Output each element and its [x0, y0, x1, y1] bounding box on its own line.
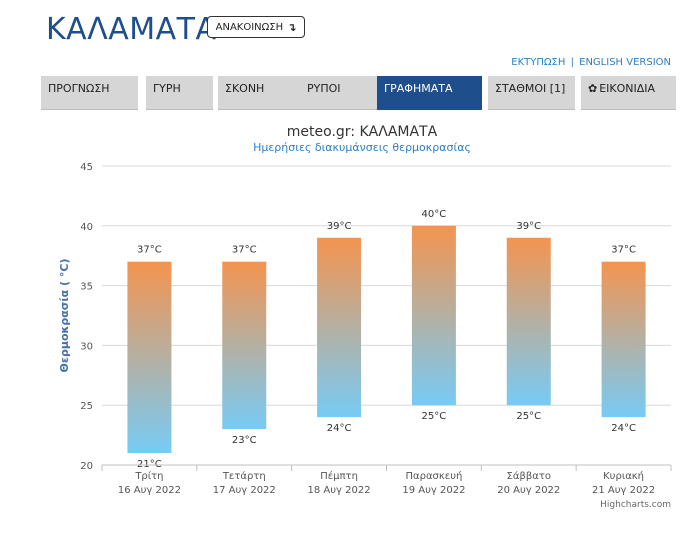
- announcement-label: ΑΝΑΚΟΙΝΩΣΗ: [215, 21, 284, 33]
- x-tick-day: Παρασκευή: [406, 470, 463, 482]
- chart-subtitle: Ημερήσιες διακυμάνσεις θερμοκρασίας: [253, 141, 471, 154]
- tab-label: ΓΥΡΗ: [153, 82, 181, 95]
- tab-label: ΡΥΠΟΙ: [307, 82, 341, 95]
- temperature-bar: [411, 225, 456, 406]
- x-tick-date: 16 Αυγ 2022: [118, 485, 181, 496]
- y-tick-label: 40: [80, 222, 93, 233]
- temperature-bar: [317, 237, 362, 418]
- low-temp-label: 25°C: [422, 411, 447, 422]
- temperature-bar: [506, 237, 551, 406]
- high-temp-label: 39°C: [327, 221, 352, 232]
- x-tick-date: 17 Αυγ 2022: [213, 485, 276, 496]
- tab-label: ΣΤΑΘΜΟΙ [1]: [495, 82, 566, 95]
- chart-credits: Highcharts.com: [600, 500, 671, 510]
- high-temp-label: 40°C: [422, 209, 447, 220]
- x-tick-date: 20 Αυγ 2022: [497, 485, 560, 496]
- high-temp-label: 37°C: [611, 245, 636, 256]
- x-tick-day: Πέμπτη: [320, 470, 358, 482]
- header-links: ΕΚΤΥΠΩΣΗ | ENGLISH VERSION: [511, 57, 671, 68]
- low-temp-label: 25°C: [516, 411, 541, 422]
- tab-widgets[interactable]: ✿ ΕΙΚΟΝΙΔΙΑ: [581, 76, 676, 110]
- high-temp-label: 37°C: [232, 245, 257, 256]
- tab-label: ΠΡΟΓΝΩΣΗ: [48, 82, 110, 95]
- y-tick-label: 45: [80, 162, 93, 173]
- chart-title: meteo.gr: ΚΑΛΑΜΑΤΑ: [287, 124, 438, 140]
- x-tick-date: 19 Αυγ 2022: [402, 485, 465, 496]
- tab-charts[interactable]: ΓΡΑΦΗΜΑΤΑ: [377, 76, 482, 110]
- tab-pollen[interactable]: ΓΥΡΗ: [146, 76, 213, 110]
- x-axis: Τρίτη 16 Αυγ 2022 Τετάρτη 17 Αυγ 2022 Πέμπτη…: [101, 464, 672, 496]
- low-temp-label: 24°C: [611, 423, 636, 434]
- low-temp-label: 24°C: [327, 423, 352, 434]
- temperature-bars: [127, 225, 646, 454]
- link-separator: |: [570, 57, 574, 68]
- x-tick-day: Σάββατο: [507, 470, 551, 482]
- page-title: ΚΑΛΑΜΑΤΑ: [46, 12, 217, 47]
- y-axis-label: Θερμοκρασία ( °C): [58, 259, 71, 373]
- temperature-bar: [222, 261, 267, 430]
- y-axis-ticks: 20 25 30 35 40 45: [80, 162, 93, 472]
- data-labels: 37°C21°C37°C23°C39°C24°C40°C25°C39°C25°C…: [137, 209, 636, 470]
- x-tick-day: Κυριακή: [603, 470, 644, 482]
- tab-forecast[interactable]: ΠΡΟΓΝΩΣΗ: [41, 76, 138, 110]
- y-tick-label: 20: [80, 461, 93, 472]
- announcement-button[interactable]: ΑΝΑΚΟΙΝΩΣΗ ↴: [207, 16, 305, 38]
- x-tick-day: Τετάρτη: [222, 470, 266, 482]
- arrow-down-icon: ↴: [287, 20, 297, 34]
- y-tick-label: 35: [80, 282, 93, 293]
- print-link[interactable]: ΕΚΤΥΠΩΣΗ: [511, 57, 566, 68]
- y-gridlines: [102, 165, 671, 466]
- gear-icon: ✿: [588, 82, 598, 95]
- y-tick-label: 25: [80, 401, 93, 412]
- y-tick-label: 30: [80, 341, 93, 352]
- x-tick-day: Τρίτη: [134, 470, 163, 482]
- high-temp-label: 37°C: [137, 245, 162, 256]
- low-temp-label: 23°C: [232, 435, 257, 446]
- tab-stations[interactable]: ΣΤΑΘΜΟΙ [1]: [488, 76, 575, 110]
- high-temp-label: 39°C: [516, 221, 541, 232]
- tab-label: ΣΚΟΝΗ: [225, 82, 265, 95]
- x-tick-date: 18 Αυγ 2022: [308, 485, 371, 496]
- tab-label: ΓΡΑΦΗΜΑΤΑ: [384, 82, 453, 95]
- tab-label: ΕΙΚΟΝΙΔΙΑ: [599, 82, 656, 95]
- temperature-bar: [127, 261, 172, 454]
- temperature-bar: [601, 261, 646, 418]
- x-tick-date: 21 Αυγ 2022: [592, 485, 655, 496]
- english-version-link[interactable]: ENGLISH VERSION: [579, 57, 671, 68]
